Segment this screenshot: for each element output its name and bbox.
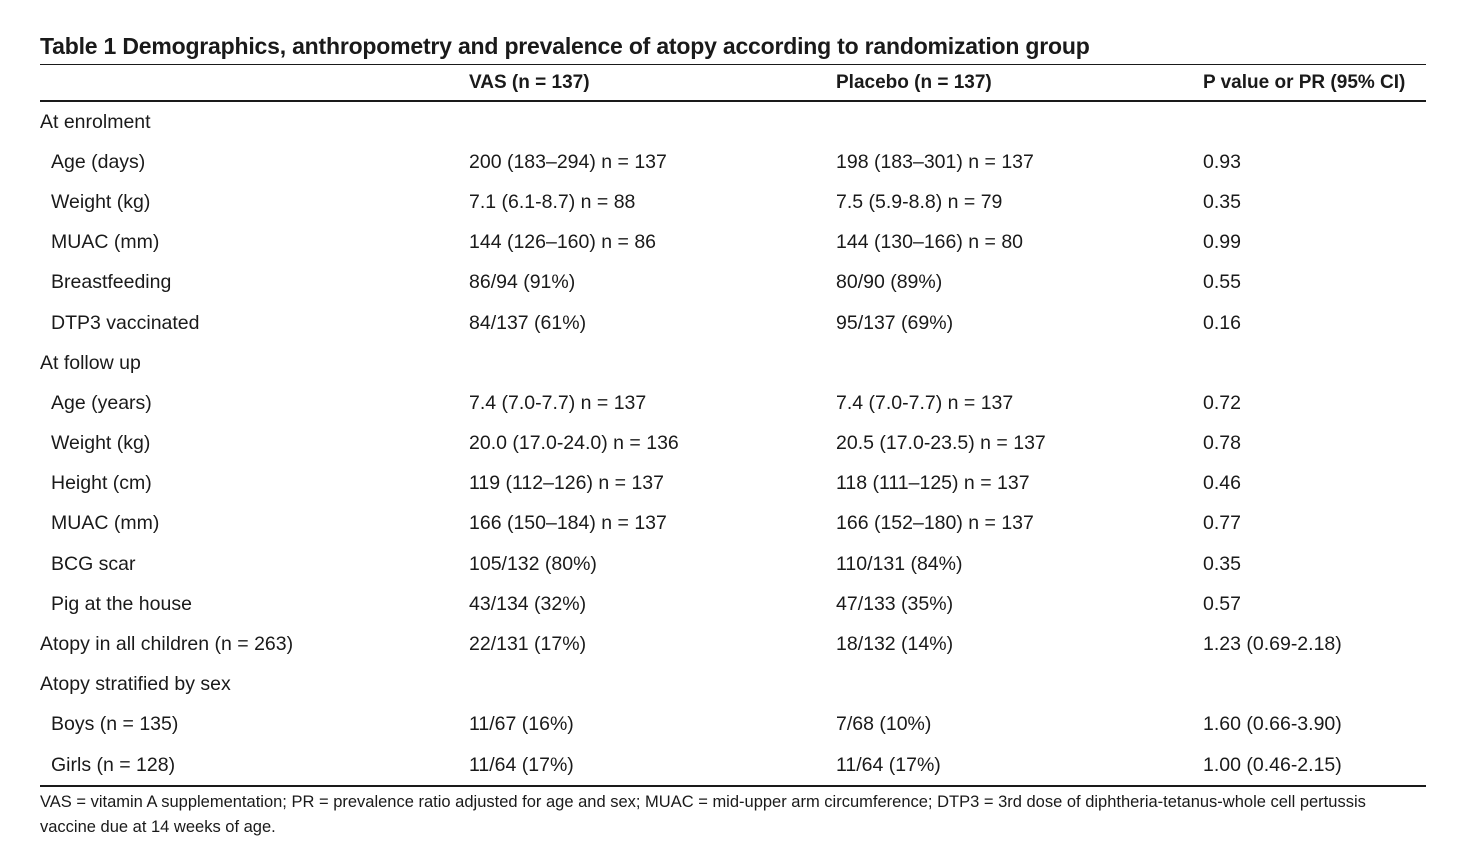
- table-row: MUAC (mm) 166 (150–184) n = 137 166 (152–1…: [40, 504, 1426, 544]
- placebo-cell: 144 (130–166) n = 80: [836, 231, 1024, 254]
- table-row: Age (years) 7.4 (7.0-7.7) n = 137 7.4 (7.0…: [40, 383, 1426, 423]
- p-value-cell: 1.00 (0.46-2.15): [1203, 753, 1342, 776]
- placebo-cell: 118 (111–125) n = 137: [836, 472, 1030, 495]
- table-row: At follow up: [40, 343, 1426, 383]
- placebo-cell: 80/90 (89%): [836, 271, 943, 294]
- table-container: Table 1 Demographics, anthropometry and …: [40, 28, 1426, 840]
- table-row: At enrolment: [40, 101, 1426, 142]
- p-value-cell: 0.99: [1203, 231, 1241, 254]
- table-footnote: VAS = vitamin A supplementation; PR = pr…: [40, 793, 1366, 837]
- table-row: BCG scar 105/132 (80%) 110/131 (84%) 0.35: [40, 544, 1426, 584]
- table-row: Boys (n = 135) 11/67 (16%) 7/68 (10%) 1.60 …: [40, 705, 1426, 745]
- demographics-table: VAS (n = 137) Placebo (n = 137) P value …: [40, 64, 1426, 787]
- p-value-cell: [1203, 101, 1426, 142]
- placebo-cell: 18/132 (14%): [836, 633, 954, 656]
- table-row: Atopy stratified by sex: [40, 665, 1426, 705]
- placebo-cell: 7.5 (5.9-8.8) n = 79: [836, 190, 1003, 213]
- vas-cell: 166 (150–184) n = 137: [469, 512, 667, 535]
- vas-cell: 86/94 (91%): [469, 271, 576, 294]
- table-row: Pig at the house 43/134 (32%) 47/133 (35%)…: [40, 584, 1426, 624]
- row-label: MUAC (mm): [51, 231, 160, 254]
- p-value-cell: 0.77: [1203, 512, 1241, 535]
- vas-cell: 7.1 (6.1-8.7) n = 88: [469, 190, 636, 213]
- row-label: BCG scar: [51, 552, 136, 575]
- row-label: Atopy in all children (n = 263): [40, 633, 294, 656]
- table-row: Height (cm) 119 (112–126) n = 137 118 (111…: [40, 464, 1426, 504]
- vas-cell: 7.4 (7.0-7.7) n = 137: [469, 391, 647, 414]
- header-row: VAS (n = 137) Placebo (n = 137) P value …: [40, 64, 1426, 102]
- vas-cell: [469, 343, 836, 383]
- vas-cell: 200 (183–294) n = 137: [469, 150, 667, 173]
- p-value-cell: 0.57: [1203, 592, 1241, 615]
- row-label: Age (years): [51, 391, 152, 414]
- placebo-cell: 7/68 (10%): [836, 713, 932, 736]
- row-label: At follow up: [40, 351, 141, 374]
- p-value-cell: 0.78: [1203, 432, 1241, 455]
- p-value-cell: 0.93: [1203, 150, 1241, 173]
- placebo-cell: 7.4 (7.0-7.7) n = 137: [836, 391, 1014, 414]
- placebo-cell: [836, 101, 1203, 142]
- row-label: Atopy stratified by sex: [40, 673, 231, 696]
- table-row: Girls (n = 128) 11/64 (17%) 11/64 (17%) 1.0…: [40, 745, 1426, 787]
- vas-cell: 11/67 (16%): [469, 713, 574, 736]
- row-label: Weight (kg): [51, 432, 151, 455]
- row-label: MUAC (mm): [51, 512, 160, 535]
- placebo-cell: 95/137 (69%): [836, 311, 954, 334]
- vas-cell: [469, 101, 836, 142]
- placebo-cell: [836, 665, 1203, 705]
- placebo-cell: 20.5 (17.0-23.5) n = 137: [836, 432, 1046, 455]
- p-value-cell: [1203, 665, 1426, 705]
- header-cell: VAS (n = 137): [469, 71, 590, 93]
- header-cell: P value or PR (95% CI): [1203, 71, 1406, 93]
- vas-cell: 119 (112–126) n = 137: [469, 472, 664, 495]
- placebo-cell: 198 (183–301) n = 137: [836, 150, 1034, 173]
- vas-cell: 11/64 (17%): [469, 753, 574, 776]
- row-label: Breastfeeding: [51, 271, 172, 294]
- vas-cell: 22/131 (17%): [469, 633, 587, 656]
- p-value-cell: 0.35: [1203, 190, 1241, 213]
- vas-cell: 105/132 (80%): [469, 552, 597, 575]
- row-label: Pig at the house: [51, 592, 192, 615]
- p-value-cell: 0.46: [1203, 472, 1241, 495]
- table-row: Breastfeeding 86/94 (91%) 80/90 (89%) 0.55: [40, 263, 1426, 303]
- p-value-cell: 1.23 (0.69-2.18): [1203, 633, 1342, 656]
- vas-cell: 20.0 (17.0-24.0) n = 136: [469, 432, 679, 455]
- p-value-cell: 0.35: [1203, 552, 1241, 575]
- table-title: Table 1 Demographics, anthropometry and …: [40, 33, 1090, 59]
- placebo-cell: [836, 343, 1203, 383]
- row-label: Weight (kg): [51, 190, 151, 213]
- table-row: Weight (kg) 20.0 (17.0-24.0) n = 136 20.5 …: [40, 424, 1426, 464]
- p-value-cell: [1203, 343, 1426, 383]
- p-value-cell: 0.55: [1203, 271, 1241, 294]
- header-cell: Placebo (n = 137): [836, 71, 992, 93]
- p-value-cell: 0.72: [1203, 391, 1241, 414]
- p-value-cell: 1.60 (0.66-3.90): [1203, 713, 1342, 736]
- row-label: DTP3 vaccinated: [51, 311, 200, 334]
- row-label: Height (cm): [51, 472, 152, 495]
- table-body: At enrolment Age (days) 200 (183–294) n = …: [40, 101, 1426, 787]
- row-label: Boys (n = 135): [51, 713, 179, 736]
- p-value-cell: 0.16: [1203, 311, 1241, 334]
- row-label: Girls (n = 128): [51, 753, 176, 776]
- placebo-cell: 110/131 (84%): [836, 552, 963, 575]
- vas-cell: 84/137 (61%): [469, 311, 587, 334]
- table-row: DTP3 vaccinated 84/137 (61%) 95/137 (69%) 0…: [40, 303, 1426, 343]
- placebo-cell: 47/133 (35%): [836, 592, 954, 615]
- placebo-cell: 166 (152–180) n = 137: [836, 512, 1034, 535]
- table-row: Weight (kg) 7.1 (6.1-8.7) n = 88 7.5 (5.9-…: [40, 182, 1426, 222]
- row-label: Age (days): [51, 150, 146, 173]
- header-cell: [40, 65, 469, 102]
- table-row: Age (days) 200 (183–294) n = 137 198 (183–…: [40, 142, 1426, 182]
- row-label: At enrolment: [40, 110, 151, 133]
- placebo-cell: 11/64 (17%): [836, 753, 941, 776]
- table-row: Atopy in all children (n = 263) 22/131 (1…: [40, 624, 1426, 664]
- vas-cell: [469, 665, 836, 705]
- vas-cell: 144 (126–160) n = 86: [469, 231, 657, 254]
- table-row: MUAC (mm) 144 (126–160) n = 86 144 (130–16…: [40, 223, 1426, 263]
- vas-cell: 43/134 (32%): [469, 592, 587, 615]
